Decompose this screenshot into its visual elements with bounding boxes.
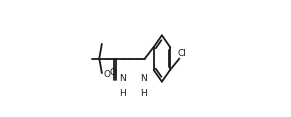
Text: H: H [119, 89, 125, 98]
Text: O: O [110, 68, 117, 77]
Text: N: N [119, 75, 125, 83]
Text: Cl: Cl [178, 49, 187, 58]
Text: H: H [140, 89, 147, 98]
Text: O: O [104, 70, 111, 79]
Text: N: N [140, 75, 147, 83]
